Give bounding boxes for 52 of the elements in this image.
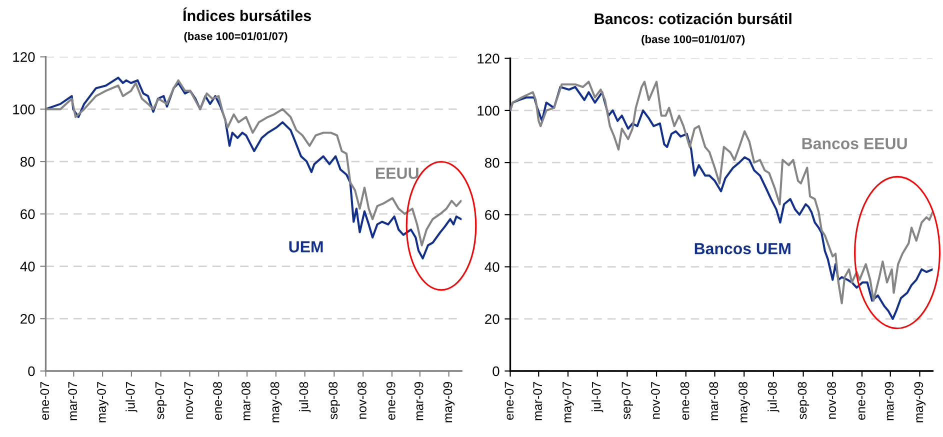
x-tick-label: ene-08 bbox=[213, 382, 222, 420]
x-tick-label: jul-07 bbox=[126, 382, 138, 412]
x-tick-label: nov-07 bbox=[184, 382, 194, 419]
y-tick-label: 40 bbox=[20, 262, 35, 272]
y-tick-label: 20 bbox=[485, 314, 500, 324]
x-tick-label: may-08 bbox=[738, 382, 750, 422]
y-tick-label: 80 bbox=[20, 156, 35, 167]
x-tick-label: sep-07 bbox=[155, 382, 167, 420]
x-tick-label: may-07 bbox=[97, 382, 108, 422]
x-tick-label: nov-07 bbox=[651, 382, 660, 419]
x-tick-label: may-09 bbox=[443, 382, 455, 422]
y-tick-label: 120 bbox=[13, 52, 35, 62]
x-tick-label: nov-08 bbox=[827, 382, 836, 419]
x-tick-label: may-08 bbox=[270, 382, 282, 422]
text: UEM bbox=[289, 241, 323, 252]
y-tick-label: 100 bbox=[478, 106, 500, 116]
x-tick-label: sep-08 bbox=[328, 382, 340, 420]
y-tick-label: 60 bbox=[20, 209, 35, 220]
x-tick-label: ene-08 bbox=[680, 382, 690, 420]
y-tick-label: 120 bbox=[478, 54, 500, 64]
x-tick-label: ene-07 bbox=[504, 382, 514, 420]
x-tick-label: mar-09 bbox=[884, 382, 894, 420]
x-tick-label: ene-07 bbox=[40, 382, 50, 420]
series-label: EEUU bbox=[376, 168, 418, 179]
chart-subtitle: (base 100=01/01/07) bbox=[184, 32, 288, 42]
x-tick-label: mar-07 bbox=[68, 382, 78, 420]
x-tick-label: jul-08 bbox=[768, 382, 780, 412]
series-label: Bancos UEM bbox=[694, 243, 790, 254]
x-tick-label: may-07 bbox=[562, 382, 574, 422]
y-tick-label: 80 bbox=[484, 158, 500, 168]
x-tick-label: jul-08 bbox=[298, 382, 311, 412]
y-tick-label: 100 bbox=[13, 104, 35, 114]
x-tick-label: may-09 bbox=[914, 382, 926, 422]
chart-subtitle: (base 100=01/01/07) bbox=[642, 35, 745, 46]
y-tick-label: 0 bbox=[492, 366, 500, 376]
x-tick-label: mar-08 bbox=[709, 382, 718, 420]
y-tick-label: 20 bbox=[20, 314, 35, 324]
chart-title: Bancos: cotización bursátil bbox=[594, 12, 792, 24]
y-tick-label: 0 bbox=[28, 366, 35, 376]
x-tick-label: sep-08 bbox=[798, 382, 810, 420]
y-tick-label: 60 bbox=[485, 210, 500, 220]
x-tick-label: mar-07 bbox=[533, 382, 542, 420]
x-tick-label: sep-07 bbox=[622, 382, 634, 420]
x-tick-label: jul-07 bbox=[592, 382, 604, 412]
x-tick-label: mar-09 bbox=[414, 382, 424, 420]
chart-title: Índices bursátiles bbox=[183, 7, 311, 22]
series-label: Bancos EEUU bbox=[802, 138, 907, 150]
x-tick-label: ene-09 bbox=[386, 382, 396, 420]
x-tick-label: ene-09 bbox=[856, 382, 866, 420]
y-tick-label: 40 bbox=[484, 262, 500, 272]
x-tick-label: nov-08 bbox=[358, 382, 366, 419]
x-tick-label: mar-08 bbox=[242, 382, 250, 420]
